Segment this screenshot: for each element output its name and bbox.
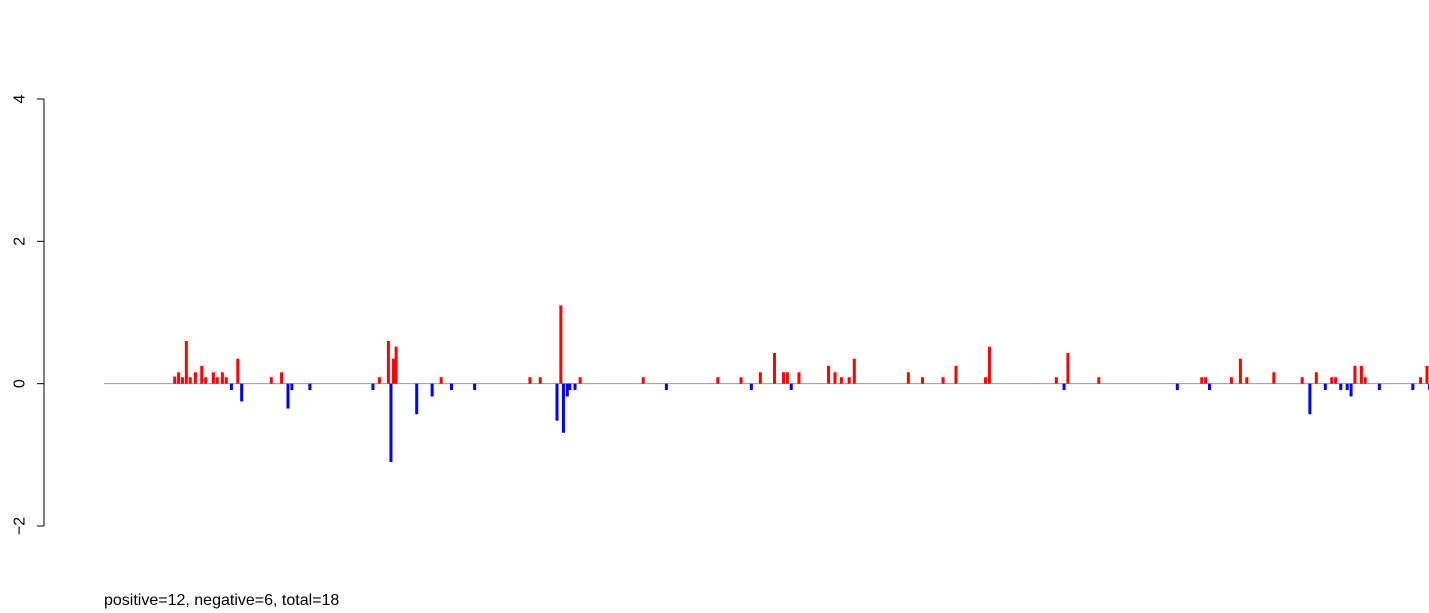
- positive-bar: [797, 372, 801, 384]
- negative-bar: [1175, 383, 1179, 391]
- positive-bar: [941, 377, 945, 384]
- positive-bar: [1204, 377, 1208, 384]
- positive-bar: [1334, 377, 1338, 384]
- positive-bar: [439, 377, 443, 384]
- negative-bar: [240, 383, 244, 402]
- positive-bar: [758, 372, 762, 384]
- positive-bar: [739, 377, 743, 384]
- negative-bar: [308, 383, 312, 391]
- negative-bar: [1377, 383, 1381, 391]
- y-tick-label: 0: [12, 379, 29, 388]
- positive-bar: [1200, 377, 1204, 384]
- positive-bar: [538, 377, 542, 384]
- positive-bar: [173, 376, 177, 384]
- positive-bar: [1229, 377, 1233, 384]
- positive-bar: [839, 377, 843, 384]
- positive-bar: [1314, 372, 1318, 384]
- negative-bar: [749, 383, 753, 391]
- positive-bar: [180, 377, 184, 384]
- negative-bar: [290, 383, 294, 391]
- negative-bar: [1411, 383, 1415, 391]
- positive-bar: [1425, 365, 1429, 384]
- negative-bar: [1308, 383, 1312, 415]
- negative-bar: [415, 383, 419, 415]
- positive-bar: [215, 377, 219, 384]
- positive-bar: [954, 365, 958, 384]
- negative-bar: [789, 383, 793, 391]
- positive-bar: [984, 377, 988, 384]
- positive-bar: [1238, 358, 1242, 384]
- bars-group: [173, 305, 1429, 462]
- positive-bar: [847, 377, 851, 384]
- positive-bar: [716, 377, 720, 384]
- negative-bar: [371, 383, 375, 391]
- negative-bar: [1062, 383, 1066, 391]
- positive-bar: [1066, 353, 1070, 384]
- negative-bar: [389, 383, 393, 462]
- y-tick-label: 4: [12, 94, 29, 103]
- positive-bar: [269, 377, 273, 384]
- positive-bar: [200, 365, 204, 384]
- positive-bar: [528, 377, 532, 384]
- y-tick-label: 2: [12, 237, 29, 246]
- negative-bar: [1345, 383, 1349, 391]
- positive-bar: [184, 340, 188, 384]
- negative-bar: [430, 383, 434, 397]
- negative-bar: [565, 383, 569, 397]
- negative-bar: [229, 383, 233, 391]
- positive-bar: [1245, 377, 1249, 384]
- positive-bar: [220, 372, 224, 384]
- positive-bar: [772, 353, 776, 384]
- positive-bar: [1097, 377, 1101, 384]
- positive-bar: [559, 305, 563, 384]
- positive-bar: [906, 372, 910, 384]
- positive-bar: [852, 358, 856, 384]
- y-tick-label: −2: [12, 517, 29, 535]
- positive-bar: [386, 340, 390, 384]
- negative-bar: [286, 383, 290, 409]
- positive-bar: [193, 372, 197, 384]
- negative-bar: [568, 383, 572, 391]
- positive-bar: [392, 358, 396, 384]
- positive-bar: [1353, 365, 1357, 384]
- negative-bar: [1339, 383, 1343, 391]
- negative-bar: [561, 383, 565, 433]
- positive-bar: [920, 377, 924, 384]
- positive-bar: [1363, 377, 1367, 384]
- positive-bar: [280, 372, 284, 384]
- positive-bar: [827, 365, 831, 384]
- negative-bar: [1323, 383, 1327, 391]
- negative-bar: [473, 383, 477, 391]
- positive-bar: [1054, 377, 1058, 384]
- chart-caption: positive=12, negative=6, total=18: [104, 592, 340, 609]
- positive-bar: [204, 377, 208, 384]
- negative-bar: [1349, 383, 1353, 397]
- negative-bar: [555, 383, 559, 421]
- negative-bar: [664, 383, 668, 391]
- negative-bar: [573, 383, 577, 391]
- positive-bar: [224, 377, 228, 384]
- negative-bar: [449, 383, 453, 391]
- positive-bar: [1419, 377, 1423, 384]
- positive-bar: [177, 372, 181, 384]
- positive-bar: [1330, 377, 1334, 384]
- positive-bar: [1300, 377, 1304, 384]
- positive-bar: [782, 372, 785, 384]
- y-axis-ticks: −2 0 2 4: [12, 94, 44, 535]
- positive-bar: [785, 372, 789, 384]
- positive-bar: [236, 358, 240, 384]
- positive-bar: [188, 377, 192, 384]
- positive-bar: [578, 377, 582, 384]
- positive-bar: [1359, 365, 1363, 384]
- positive-bar: [833, 372, 837, 384]
- positive-bar: [1272, 372, 1276, 384]
- positive-bar: [987, 346, 991, 384]
- positive-bar: [377, 377, 381, 384]
- positive-bar: [641, 377, 645, 384]
- negative-bar: [1207, 383, 1211, 391]
- positive-bar: [211, 372, 215, 384]
- positive-bar: [394, 346, 398, 384]
